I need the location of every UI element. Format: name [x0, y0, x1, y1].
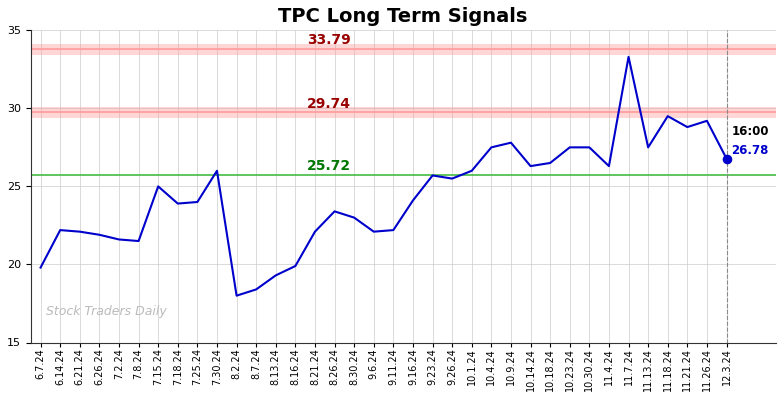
Text: 33.79: 33.79	[307, 33, 350, 47]
Text: 16:00: 16:00	[731, 125, 769, 138]
Text: 29.74: 29.74	[307, 97, 350, 111]
Text: 26.78: 26.78	[731, 144, 769, 157]
Point	[720, 155, 733, 162]
Title: TPC Long Term Signals: TPC Long Term Signals	[278, 7, 528, 26]
Bar	[31, 107, 775, 118]
Text: Stock Traders Daily: Stock Traders Daily	[45, 304, 166, 318]
Bar	[31, 44, 775, 55]
Text: 25.72: 25.72	[307, 159, 350, 173]
